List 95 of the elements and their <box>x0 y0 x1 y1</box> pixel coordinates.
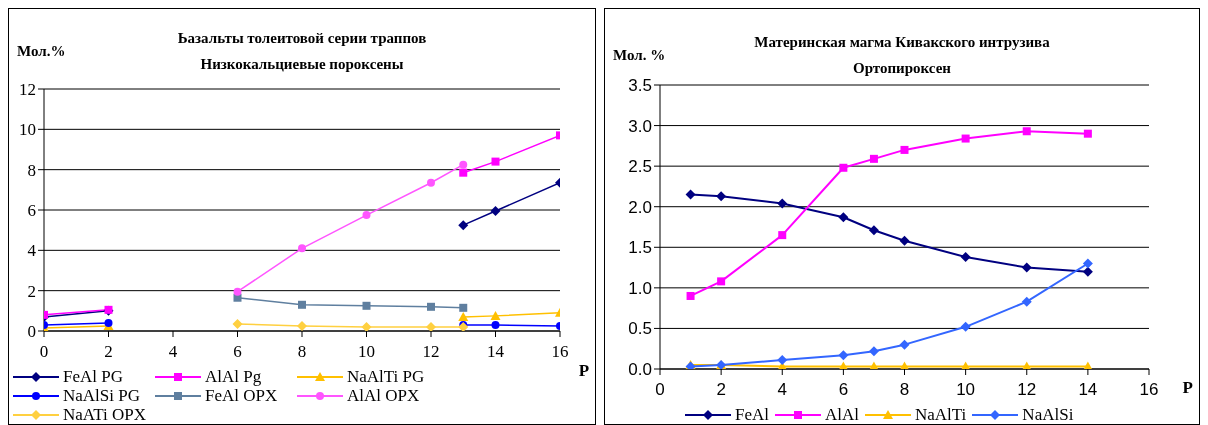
point <box>777 198 788 209</box>
x-tick-label: 14 <box>487 342 505 362</box>
point <box>717 277 726 286</box>
x-axis-title: P <box>578 361 590 381</box>
point <box>838 212 849 223</box>
point <box>491 157 500 166</box>
x-tick-label: 16 <box>1139 380 1159 400</box>
point <box>685 189 696 200</box>
point <box>869 154 878 163</box>
point <box>490 310 501 320</box>
y-tick-label: 6 <box>27 201 36 221</box>
point <box>361 321 372 331</box>
point <box>298 244 306 253</box>
x-tick-label: 6 <box>233 342 242 362</box>
point <box>899 339 910 350</box>
legend-label: NaAlTi <box>915 405 967 424</box>
point <box>1022 127 1031 136</box>
point <box>716 191 727 202</box>
x-tick-label: 4 <box>168 342 178 362</box>
point <box>686 291 695 300</box>
point <box>1021 262 1032 273</box>
y-tick-label: 8 <box>27 160 36 180</box>
x-tick-label: 6 <box>838 380 849 400</box>
chart-title: Материнская магма Кивакского интрузива <box>754 34 1050 50</box>
legend-label: FeAl OPX <box>205 386 278 405</box>
y-tick-label: 0 <box>27 322 36 342</box>
legend-label: NaATi OPX <box>63 405 146 424</box>
point <box>426 321 436 331</box>
x-tick-label: 12 <box>1017 380 1037 400</box>
point <box>427 302 435 311</box>
x-tick-label: 2 <box>716 380 726 400</box>
y-tick-label: 3.0 <box>628 116 653 136</box>
legend-label: NaAlSi <box>1022 405 1074 424</box>
point <box>868 346 879 357</box>
point <box>899 235 910 246</box>
legend-label: AlAl Pg <box>205 367 262 386</box>
chart-subtitle: Низкокальциевые пороксены <box>200 56 404 72</box>
x-tick-label: 16 <box>551 342 569 362</box>
legend-label: AlAl OPX <box>347 386 420 405</box>
point <box>233 287 242 296</box>
point <box>232 318 243 329</box>
legend-label: AlAl <box>825 405 860 424</box>
x-tick-label: 10 <box>358 342 375 362</box>
point <box>458 311 469 321</box>
point <box>900 145 909 154</box>
point <box>297 320 307 331</box>
x-tick-label: 14 <box>1078 380 1098 400</box>
point <box>960 321 971 332</box>
point <box>1083 129 1092 138</box>
point <box>362 301 371 310</box>
y-tick-label: 0.5 <box>628 319 653 339</box>
y-tick-label: 0.0 <box>628 360 653 380</box>
legend-label: FeAl <box>735 405 770 424</box>
y-tick-label: 1.0 <box>628 278 653 298</box>
point <box>838 350 849 361</box>
point <box>459 303 468 312</box>
y-tick-label: 2 <box>27 281 36 301</box>
y-tick-label: 1.5 <box>628 238 653 258</box>
point <box>490 206 501 217</box>
x-axis-title: P <box>1182 378 1193 398</box>
x-tick-label: 8 <box>297 342 307 362</box>
legend-label: FeAl PG <box>63 367 123 386</box>
x-tick-label: 10 <box>956 380 976 400</box>
y-tick-label: 2.0 <box>628 197 653 217</box>
point <box>298 300 306 309</box>
chart-title: Ьазальты толеитовой серии траппов <box>177 30 427 46</box>
y-tick-label: 10 <box>19 120 36 140</box>
point <box>458 220 469 231</box>
point <box>777 355 788 366</box>
y-tick-label: 4 <box>27 241 37 261</box>
point <box>1021 296 1032 307</box>
y-tick-label: 12 <box>19 80 36 100</box>
y-axis-title: Мол. % <box>613 47 666 64</box>
x-tick-label: 2 <box>104 342 113 362</box>
point <box>839 163 848 172</box>
point <box>491 320 500 329</box>
point <box>961 134 970 143</box>
chart-subtitle: Ортопироксен <box>852 60 952 76</box>
point <box>868 225 879 236</box>
x-tick-label: 4 <box>777 380 787 400</box>
point <box>1082 258 1093 269</box>
x-tick-label: 8 <box>899 380 910 400</box>
legend-label: NaAlTi PG <box>347 367 425 386</box>
point <box>778 231 787 240</box>
point <box>459 160 468 169</box>
y-tick-label: 3.5 <box>628 76 653 96</box>
y-axis-title: Мол.% <box>17 43 66 60</box>
legend-label: NaAlSi PG <box>63 386 140 405</box>
point <box>427 178 435 187</box>
point <box>1082 266 1093 277</box>
y-tick-label: 2.5 <box>628 157 653 177</box>
point <box>459 168 468 177</box>
x-tick-label: 12 <box>422 342 440 362</box>
point <box>362 211 371 220</box>
point <box>960 252 971 263</box>
